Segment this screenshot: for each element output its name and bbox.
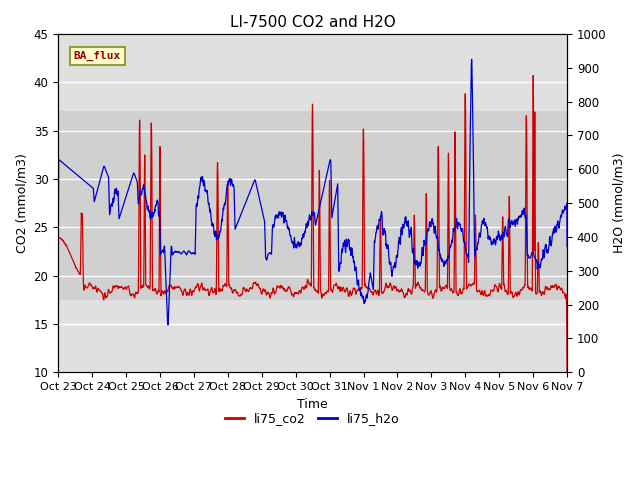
Y-axis label: H2O (mmol/m3): H2O (mmol/m3) xyxy=(612,153,625,253)
Legend: li75_co2, li75_h2o: li75_co2, li75_h2o xyxy=(220,407,405,430)
Title: LI-7500 CO2 and H2O: LI-7500 CO2 and H2O xyxy=(230,15,396,30)
Bar xyxy=(58,111,567,300)
X-axis label: Time: Time xyxy=(297,397,328,410)
Y-axis label: CO2 (mmol/m3): CO2 (mmol/m3) xyxy=(15,153,28,253)
Text: BA_flux: BA_flux xyxy=(74,51,121,61)
